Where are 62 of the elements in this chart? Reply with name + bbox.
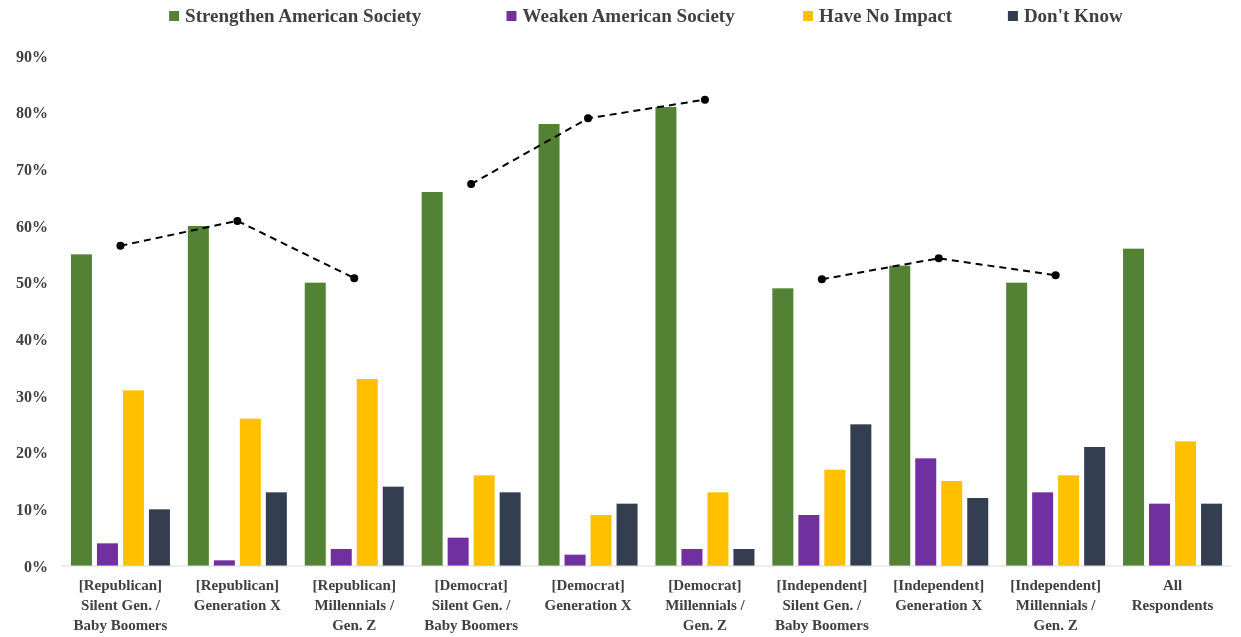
- bar: [421, 192, 443, 566]
- bar: [304, 282, 326, 566]
- bar: [538, 124, 560, 566]
- bar: [590, 515, 612, 566]
- x-tick-label: [Republican] Silent Gen. / Baby Boomers: [73, 577, 168, 633]
- bar: [772, 288, 794, 566]
- bar: [1175, 441, 1197, 566]
- bar: [655, 107, 677, 566]
- y-tick-label: 30%: [16, 387, 48, 405]
- bar: [148, 509, 170, 566]
- bar: [915, 458, 937, 566]
- y-tick-label: 90%: [16, 47, 48, 65]
- y-tick-label: 70%: [16, 160, 48, 178]
- bar: [967, 498, 989, 566]
- y-tick-label: 50%: [16, 274, 48, 292]
- x-tick-label: [Independent] Generation X: [893, 577, 985, 613]
- legend-label: Strengthen American Society: [185, 5, 422, 26]
- bar: [187, 226, 209, 566]
- y-tick-label: 20%: [16, 444, 48, 462]
- x-tick-label: [Democrat] Silent Gen. / Baby Boomers: [424, 577, 519, 633]
- bar: [733, 549, 755, 566]
- bar: [356, 379, 378, 566]
- bar: [1201, 503, 1223, 566]
- x-tick-label: [Republican] Millennials / Gen. Z: [312, 577, 396, 633]
- bar: [447, 537, 469, 566]
- legend-label: Have No Impact: [819, 5, 953, 26]
- bar: [1032, 492, 1054, 566]
- y-tick-label: 40%: [16, 330, 48, 348]
- bar: [239, 418, 261, 566]
- x-tick-label: [Democrat] Generation X: [544, 577, 632, 613]
- bar: [96, 543, 118, 566]
- bar: [824, 469, 846, 566]
- bar: [1006, 282, 1028, 566]
- bar: [1123, 248, 1145, 566]
- bar: [1084, 447, 1106, 566]
- bar: [382, 486, 404, 566]
- y-tick-label: 60%: [16, 217, 48, 235]
- bar: [499, 492, 521, 566]
- bar: [1149, 503, 1171, 566]
- bar: [850, 424, 872, 566]
- bar: [889, 265, 911, 566]
- bar: [70, 254, 92, 566]
- y-tick-label: 10%: [16, 500, 48, 518]
- bar: [122, 390, 144, 566]
- x-tick-label: [Democrat] Millennials / Gen. Z: [665, 577, 746, 633]
- bar: [941, 481, 963, 566]
- y-tick-label: 80%: [16, 104, 48, 122]
- x-tick-label: [Republican] Generation X: [193, 577, 282, 613]
- legend-label: Don't Know: [1023, 5, 1123, 26]
- bar: [330, 549, 352, 566]
- bar: [616, 503, 638, 566]
- legend-label: Weaken American Society: [522, 5, 736, 26]
- bar: [473, 475, 495, 566]
- bar: [707, 492, 729, 566]
- bar: [265, 492, 287, 566]
- x-tick-label: [Independent] Millennials / Gen. Z: [1010, 577, 1102, 633]
- y-tick-label: 0%: [24, 557, 48, 575]
- bar: [798, 515, 820, 566]
- bar: [1058, 475, 1080, 566]
- x-tick-label: [Independent] Silent Gen. / Baby Boomers: [774, 577, 869, 633]
- bar: [681, 549, 703, 566]
- x-tick-label: All Respondents: [1131, 577, 1214, 613]
